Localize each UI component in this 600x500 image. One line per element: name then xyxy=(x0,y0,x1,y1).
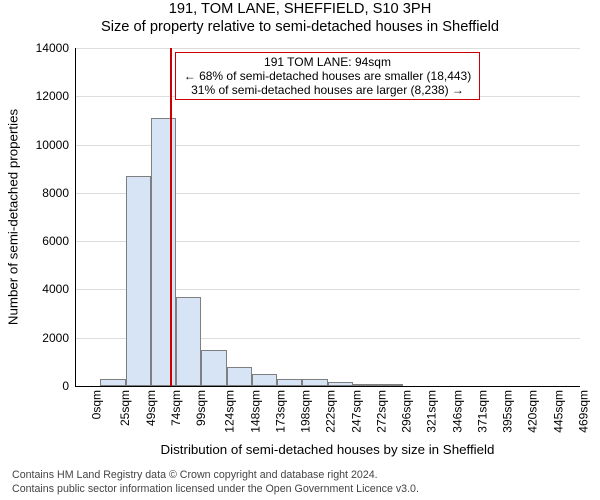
histogram-bar xyxy=(302,379,327,386)
x-tick-label: 469sqm xyxy=(576,390,590,433)
x-axis-line xyxy=(75,386,580,387)
histogram-bar xyxy=(151,118,176,386)
x-tick-label: 0sqm xyxy=(90,390,104,419)
y-tick-label: 14000 xyxy=(36,41,75,55)
y-tick-label: 4000 xyxy=(42,282,75,296)
x-tick-label: 148sqm xyxy=(248,390,262,433)
y-axis-label: Number of semi-detached properties xyxy=(6,48,21,386)
plot-area: 191 TOM LANE: 94sqm ← 68% of semi-detach… xyxy=(75,48,580,386)
x-tick-label: 371sqm xyxy=(475,390,489,433)
x-tick-label: 74sqm xyxy=(169,390,183,426)
histogram-bar xyxy=(126,176,151,386)
footer-line-2: Contains public sector information licen… xyxy=(12,483,419,496)
histogram-bar xyxy=(201,350,226,386)
grid-line xyxy=(75,48,580,49)
histogram-bar xyxy=(227,367,252,386)
y-tick-label: 6000 xyxy=(42,234,75,248)
x-tick-label: 395sqm xyxy=(500,390,514,433)
x-tick-label: 247sqm xyxy=(349,390,363,433)
x-tick-label: 49sqm xyxy=(144,390,158,426)
y-tick-label: 12000 xyxy=(36,89,75,103)
x-tick-label: 445sqm xyxy=(551,390,565,433)
x-tick-label: 222sqm xyxy=(324,390,338,433)
y-tick-label: 10000 xyxy=(36,138,75,152)
x-tick-label: 321sqm xyxy=(425,390,439,433)
histogram-bar xyxy=(252,374,277,386)
x-tick-label: 346sqm xyxy=(450,390,464,433)
histogram-bar xyxy=(277,379,302,386)
chart-title: 191, TOM LANE, SHEFFIELD, S10 3PH Size o… xyxy=(0,0,600,37)
x-tick-label: 272sqm xyxy=(374,390,388,433)
y-tick-label: 0 xyxy=(62,379,75,393)
footer-attribution: Contains HM Land Registry data © Crown c… xyxy=(12,469,419,496)
histogram-bar xyxy=(100,379,125,386)
histogram-bar xyxy=(176,297,201,386)
x-tick-label: 124sqm xyxy=(223,390,237,433)
reference-line xyxy=(170,48,172,386)
x-tick-label: 198sqm xyxy=(298,390,312,433)
x-tick-label: 296sqm xyxy=(399,390,413,433)
annotation-line-2: ← 68% of semi-detached houses are smalle… xyxy=(182,69,473,83)
x-axis-label: Distribution of semi-detached houses by … xyxy=(75,442,580,457)
y-tick-label: 2000 xyxy=(42,331,75,345)
x-tick-label: 25sqm xyxy=(118,390,132,426)
title-line-1: 191, TOM LANE, SHEFFIELD, S10 3PH xyxy=(0,0,600,18)
footer-line-1: Contains HM Land Registry data © Crown c… xyxy=(12,469,419,482)
x-tick-label: 173sqm xyxy=(273,390,287,433)
y-axis-line xyxy=(75,48,76,386)
annotation-line-3: 31% of semi-detached houses are larger (… xyxy=(182,83,473,97)
annotation-line-1: 191 TOM LANE: 94sqm xyxy=(182,55,473,69)
x-tick-label: 420sqm xyxy=(526,390,540,433)
title-line-2: Size of property relative to semi-detach… xyxy=(0,18,600,36)
annotation-box: 191 TOM LANE: 94sqm ← 68% of semi-detach… xyxy=(175,52,480,100)
y-tick-label: 8000 xyxy=(42,186,75,200)
x-tick-label: 99sqm xyxy=(194,390,208,426)
